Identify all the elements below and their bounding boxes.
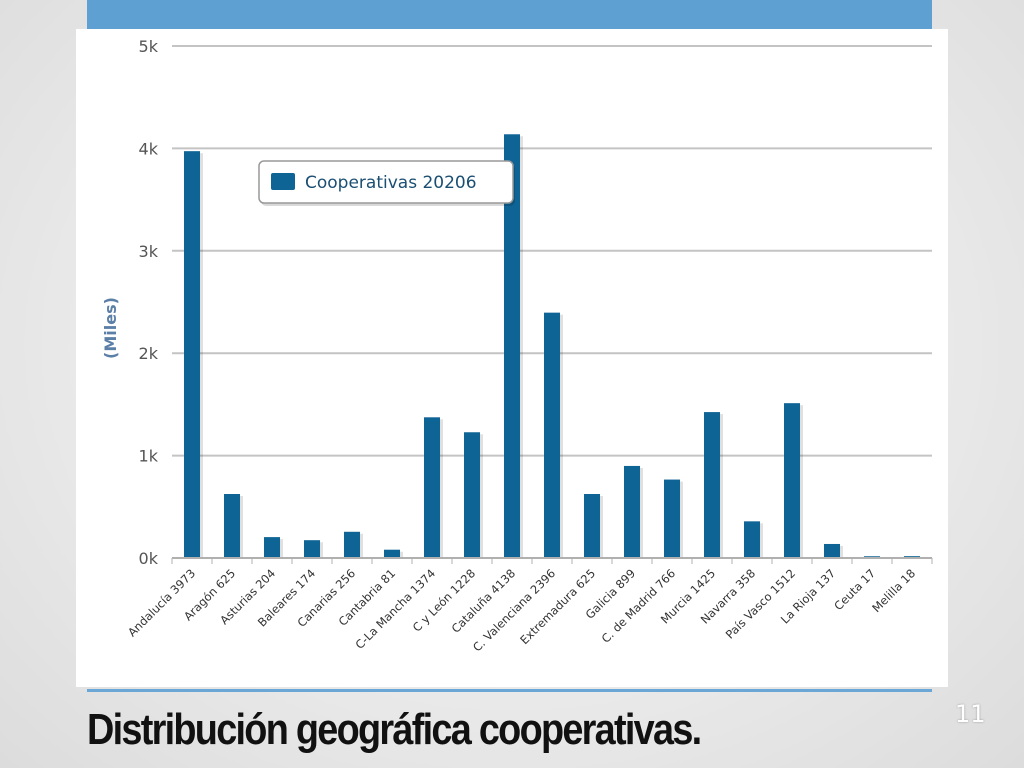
legend-box <box>258 160 514 204</box>
y-tick-label: 0k <box>139 549 159 568</box>
bar <box>384 549 400 558</box>
x-tick-label: C. de Madrid 766 <box>599 566 679 646</box>
bar <box>624 465 640 558</box>
x-tick-label: Andalucía 3973 <box>125 566 198 639</box>
bar <box>544 312 560 558</box>
header-band <box>87 0 932 29</box>
y-tick-label: 5k <box>139 37 159 56</box>
bar <box>504 134 520 558</box>
y-axis-title: (Miles) <box>101 297 120 359</box>
x-tick-label: País Vasco 1512 <box>723 566 798 641</box>
y-tick-label: 4k <box>139 139 159 158</box>
legend-swatch <box>271 173 295 190</box>
bar <box>464 432 480 558</box>
bar <box>224 494 240 558</box>
bar <box>264 537 280 558</box>
bar <box>704 412 720 558</box>
y-tick-label: 1k <box>139 447 159 466</box>
title-divider <box>87 689 932 692</box>
page-number: 11 <box>955 700 986 728</box>
bar <box>304 540 320 558</box>
bar <box>424 417 440 558</box>
bar <box>664 479 680 558</box>
bar <box>824 543 840 558</box>
y-tick-label: 2k <box>139 344 159 363</box>
x-tick-label: Extremadura 625 <box>517 566 598 647</box>
x-tick-label: Melilla 18 <box>869 566 918 615</box>
bar <box>584 494 600 558</box>
bar <box>184 151 200 558</box>
bar <box>784 403 800 558</box>
bar <box>744 521 760 558</box>
bar <box>344 531 360 558</box>
legend-label: Cooperativas 20206 <box>305 173 477 193</box>
slide-title: Distribución geográfica cooperativas. <box>87 705 702 754</box>
y-tick-label: 3k <box>139 242 159 261</box>
